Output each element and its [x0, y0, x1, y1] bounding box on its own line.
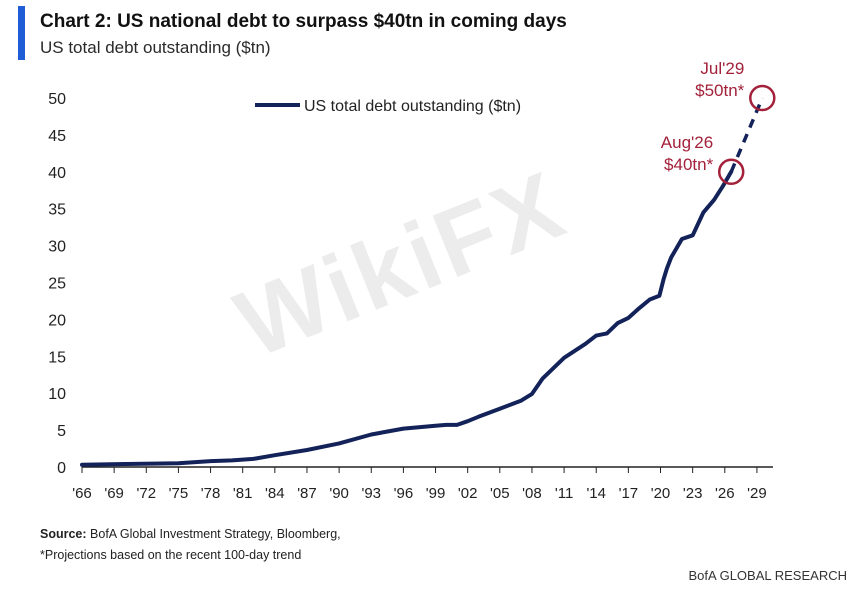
debt-series-line: [80, 169, 734, 467]
y-tick-label: 5: [57, 423, 66, 440]
source-note: Source: BofA Global Investment Strategy,…: [40, 527, 341, 541]
x-tick-label: '17: [619, 485, 639, 502]
y-tick-label: 50: [48, 91, 66, 108]
y-tick-label: 20: [48, 312, 66, 329]
x-tick-label: '81: [233, 485, 253, 502]
x-tick-label: '26: [715, 485, 735, 502]
y-tick-label: 0: [57, 460, 66, 477]
chart-title: Chart 2: US national debt to surpass $40…: [40, 11, 567, 32]
y-tick-label: 35: [48, 202, 66, 219]
source-label: Source:: [40, 527, 87, 541]
y-tick-label: 30: [48, 239, 66, 256]
annotation-circle: [717, 158, 745, 186]
x-tick-label: '90: [329, 485, 349, 502]
x-tick-label: '84: [265, 485, 285, 502]
annotation-value: $50tn*: [695, 81, 745, 100]
x-tick-label: '66: [72, 485, 92, 502]
x-tick-label: '99: [426, 485, 446, 502]
y-tick-label: 15: [48, 349, 66, 366]
brand-label: BofA GLOBAL RESEARCH: [688, 568, 847, 583]
y-tick-label: 10: [48, 386, 66, 403]
title-accent-bar: [18, 6, 25, 60]
x-tick-label: '14: [586, 485, 606, 502]
annotation-circle: [749, 84, 776, 112]
x-tick-label: '05: [490, 485, 510, 502]
x-tick-label: '72: [136, 485, 156, 502]
x-tick-label: '02: [458, 485, 478, 502]
x-tick-label: '08: [522, 485, 542, 502]
x-tick-label: '93: [361, 485, 381, 502]
annotation-value: $40tn*: [664, 155, 714, 174]
y-tick-label: 45: [48, 128, 66, 145]
x-tick-label: '78: [201, 485, 221, 502]
debt-line-chart: 0 5 10 15 20 25 30 35 40 45 50 '66 '69 '72 '75 '78 '81 '8…: [48, 59, 776, 502]
annotation-date: Aug'26: [661, 133, 713, 152]
x-tick-label: '75: [169, 485, 189, 502]
footnote: *Projections based on the recent 100-day…: [40, 548, 302, 562]
x-tick-label: '96: [394, 485, 414, 502]
x-tick-label: '23: [683, 485, 703, 502]
y-tick-label: 25: [48, 276, 66, 293]
projection-line: [729, 97, 764, 173]
chart-subtitle: US total debt outstanding ($tn): [40, 38, 271, 57]
source-text: BofA Global Investment Strategy, Bloombe…: [90, 527, 341, 541]
y-tick-label: 40: [48, 165, 66, 182]
x-tick-label: '29: [747, 485, 767, 502]
x-tick-label: '87: [297, 485, 317, 502]
x-tick-label: '11: [555, 485, 573, 502]
legend-label: US total debt outstanding ($tn): [304, 98, 521, 115]
x-tick-label: '69: [104, 485, 124, 502]
annotation-date: Jul'29: [700, 59, 744, 78]
x-tick-label: '20: [651, 485, 671, 502]
